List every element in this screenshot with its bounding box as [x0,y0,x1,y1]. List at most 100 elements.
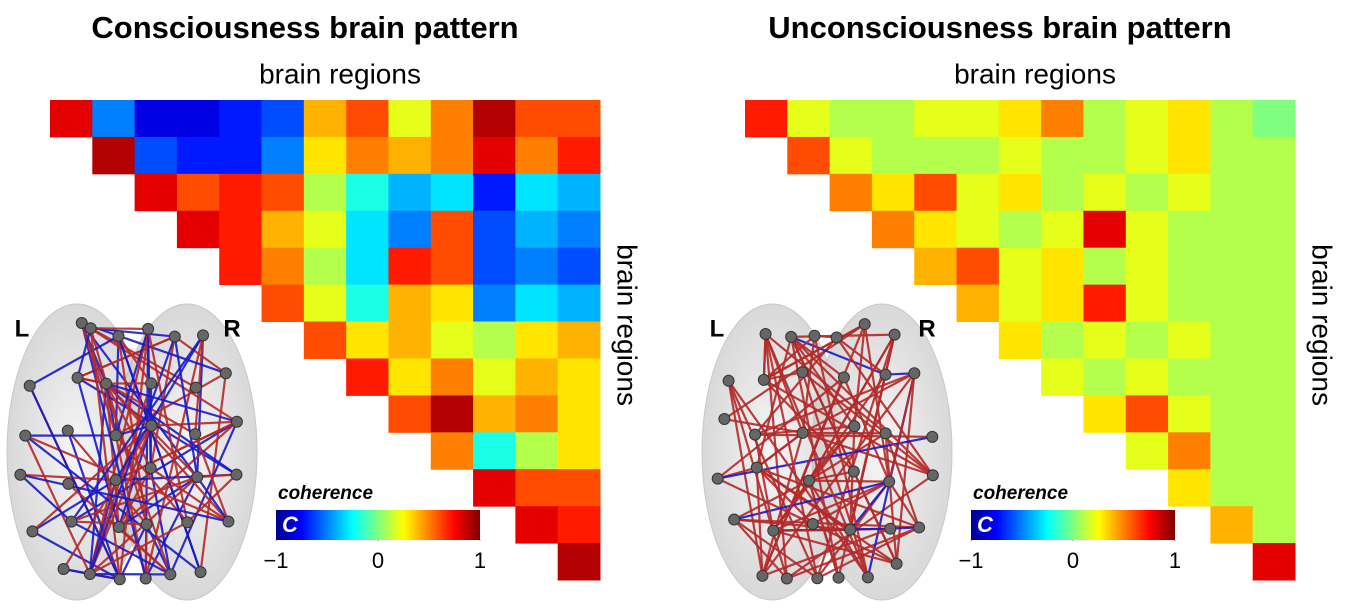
network-node [831,332,842,343]
network-node [891,558,902,569]
colorbar [971,510,1175,540]
heatmap-cell [787,100,830,137]
heatmap-cell [135,137,178,174]
heatmap-cell [50,100,93,137]
network-node [812,573,823,584]
heatmap-cell [431,322,474,359]
network-node [190,382,201,393]
network-node [781,573,792,584]
heatmap-cell [1083,285,1126,322]
heatmap-cell [304,137,347,174]
heatmap-cell [558,174,601,211]
heatmap-cell [957,100,1000,137]
network-node [758,374,769,385]
heatmap-cell [473,285,516,322]
heatmap-cell [473,174,516,211]
network-node [803,475,814,486]
heatmap-cell [304,285,347,322]
chart-title: Consciousness brain pattern [91,10,518,45]
heatmap-cell [177,100,220,137]
brain-network [7,304,257,600]
network-node [20,430,31,441]
network-node [66,516,77,527]
network-node [786,331,797,342]
heatmap-cell [1041,100,1084,137]
heatmap-cell [262,285,305,322]
heatmap-cell [515,469,558,506]
heatmap-cell [304,100,347,137]
heatmap-cell [135,174,178,211]
colorbar [276,510,480,540]
heatmap-cell [1126,137,1169,174]
heatmap-cell [515,432,558,469]
heatmap-cell [1253,506,1296,543]
brain-network [702,304,952,600]
heatmap-cell [473,469,516,506]
heatmap-cell [1168,432,1211,469]
network-node [885,523,896,534]
network-node [880,428,891,439]
heatmap-cell [473,395,516,432]
network-node [760,329,771,340]
heatmap-cell [515,137,558,174]
heatmap-cell [1126,248,1169,285]
colorbar-tick-label: −1 [263,548,288,573]
heatmap-cell [388,174,431,211]
heatmap-cell [388,100,431,137]
network-node [750,429,761,440]
colorbar-tick-label: 0 [1067,548,1079,573]
heatmap-cell [1210,285,1253,322]
heatmap-cell [515,285,558,322]
heatmap-cell [558,358,601,395]
heatmap-cell [515,506,558,543]
heatmap-cell [219,174,262,211]
network-node [845,524,856,535]
heatmap-cell [304,248,347,285]
heatmap-cell [304,174,347,211]
heatmap-cell [1126,432,1169,469]
network-node [15,469,26,480]
heatmap-cell [1041,211,1084,248]
heatmap-cell [1083,358,1126,395]
heatmap-cell [1168,395,1211,432]
y-axis-label: brain regions [612,244,643,406]
network-node [757,570,768,581]
heatmap-cell [473,100,516,137]
colorbar-symbol: C [282,512,299,537]
heatmap-cell [872,100,915,137]
heatmap-cell [558,395,601,432]
heatmap-cell [431,285,474,322]
heatmap-cell [177,137,220,174]
network-node [143,323,154,334]
network-node [927,431,938,442]
heatmap-cell [1210,137,1253,174]
network-node [884,476,895,487]
heatmap-cell [431,358,474,395]
heatmap-cell [1168,211,1211,248]
network-node [223,516,234,527]
figure: Consciousness brain pattern brain regions… [0,0,1350,608]
network-node [833,572,844,583]
heatmap-cell [388,358,431,395]
heatmap-cell [431,248,474,285]
network-node [198,330,209,341]
heatmap-cell [515,322,558,359]
heatmap-cell [388,248,431,285]
heatmap-cell [558,543,601,580]
heatmap-cell [1041,285,1084,322]
heatmap-cell [1126,174,1169,211]
heatmap-cell [872,211,915,248]
network-node [62,425,73,436]
heatmap-cell [1083,322,1126,359]
heatmap-cell [262,248,305,285]
heatmap-cell [830,100,873,137]
heatmap-cell [787,137,830,174]
heatmap-cell [1126,395,1169,432]
heatmap-cell [999,100,1042,137]
heatmap-cell [1083,395,1126,432]
heatmap-cell [473,358,516,395]
network-node [165,569,176,580]
heatmap-cell [914,137,957,174]
network-node [909,368,920,379]
heatmap-cell [1253,137,1296,174]
